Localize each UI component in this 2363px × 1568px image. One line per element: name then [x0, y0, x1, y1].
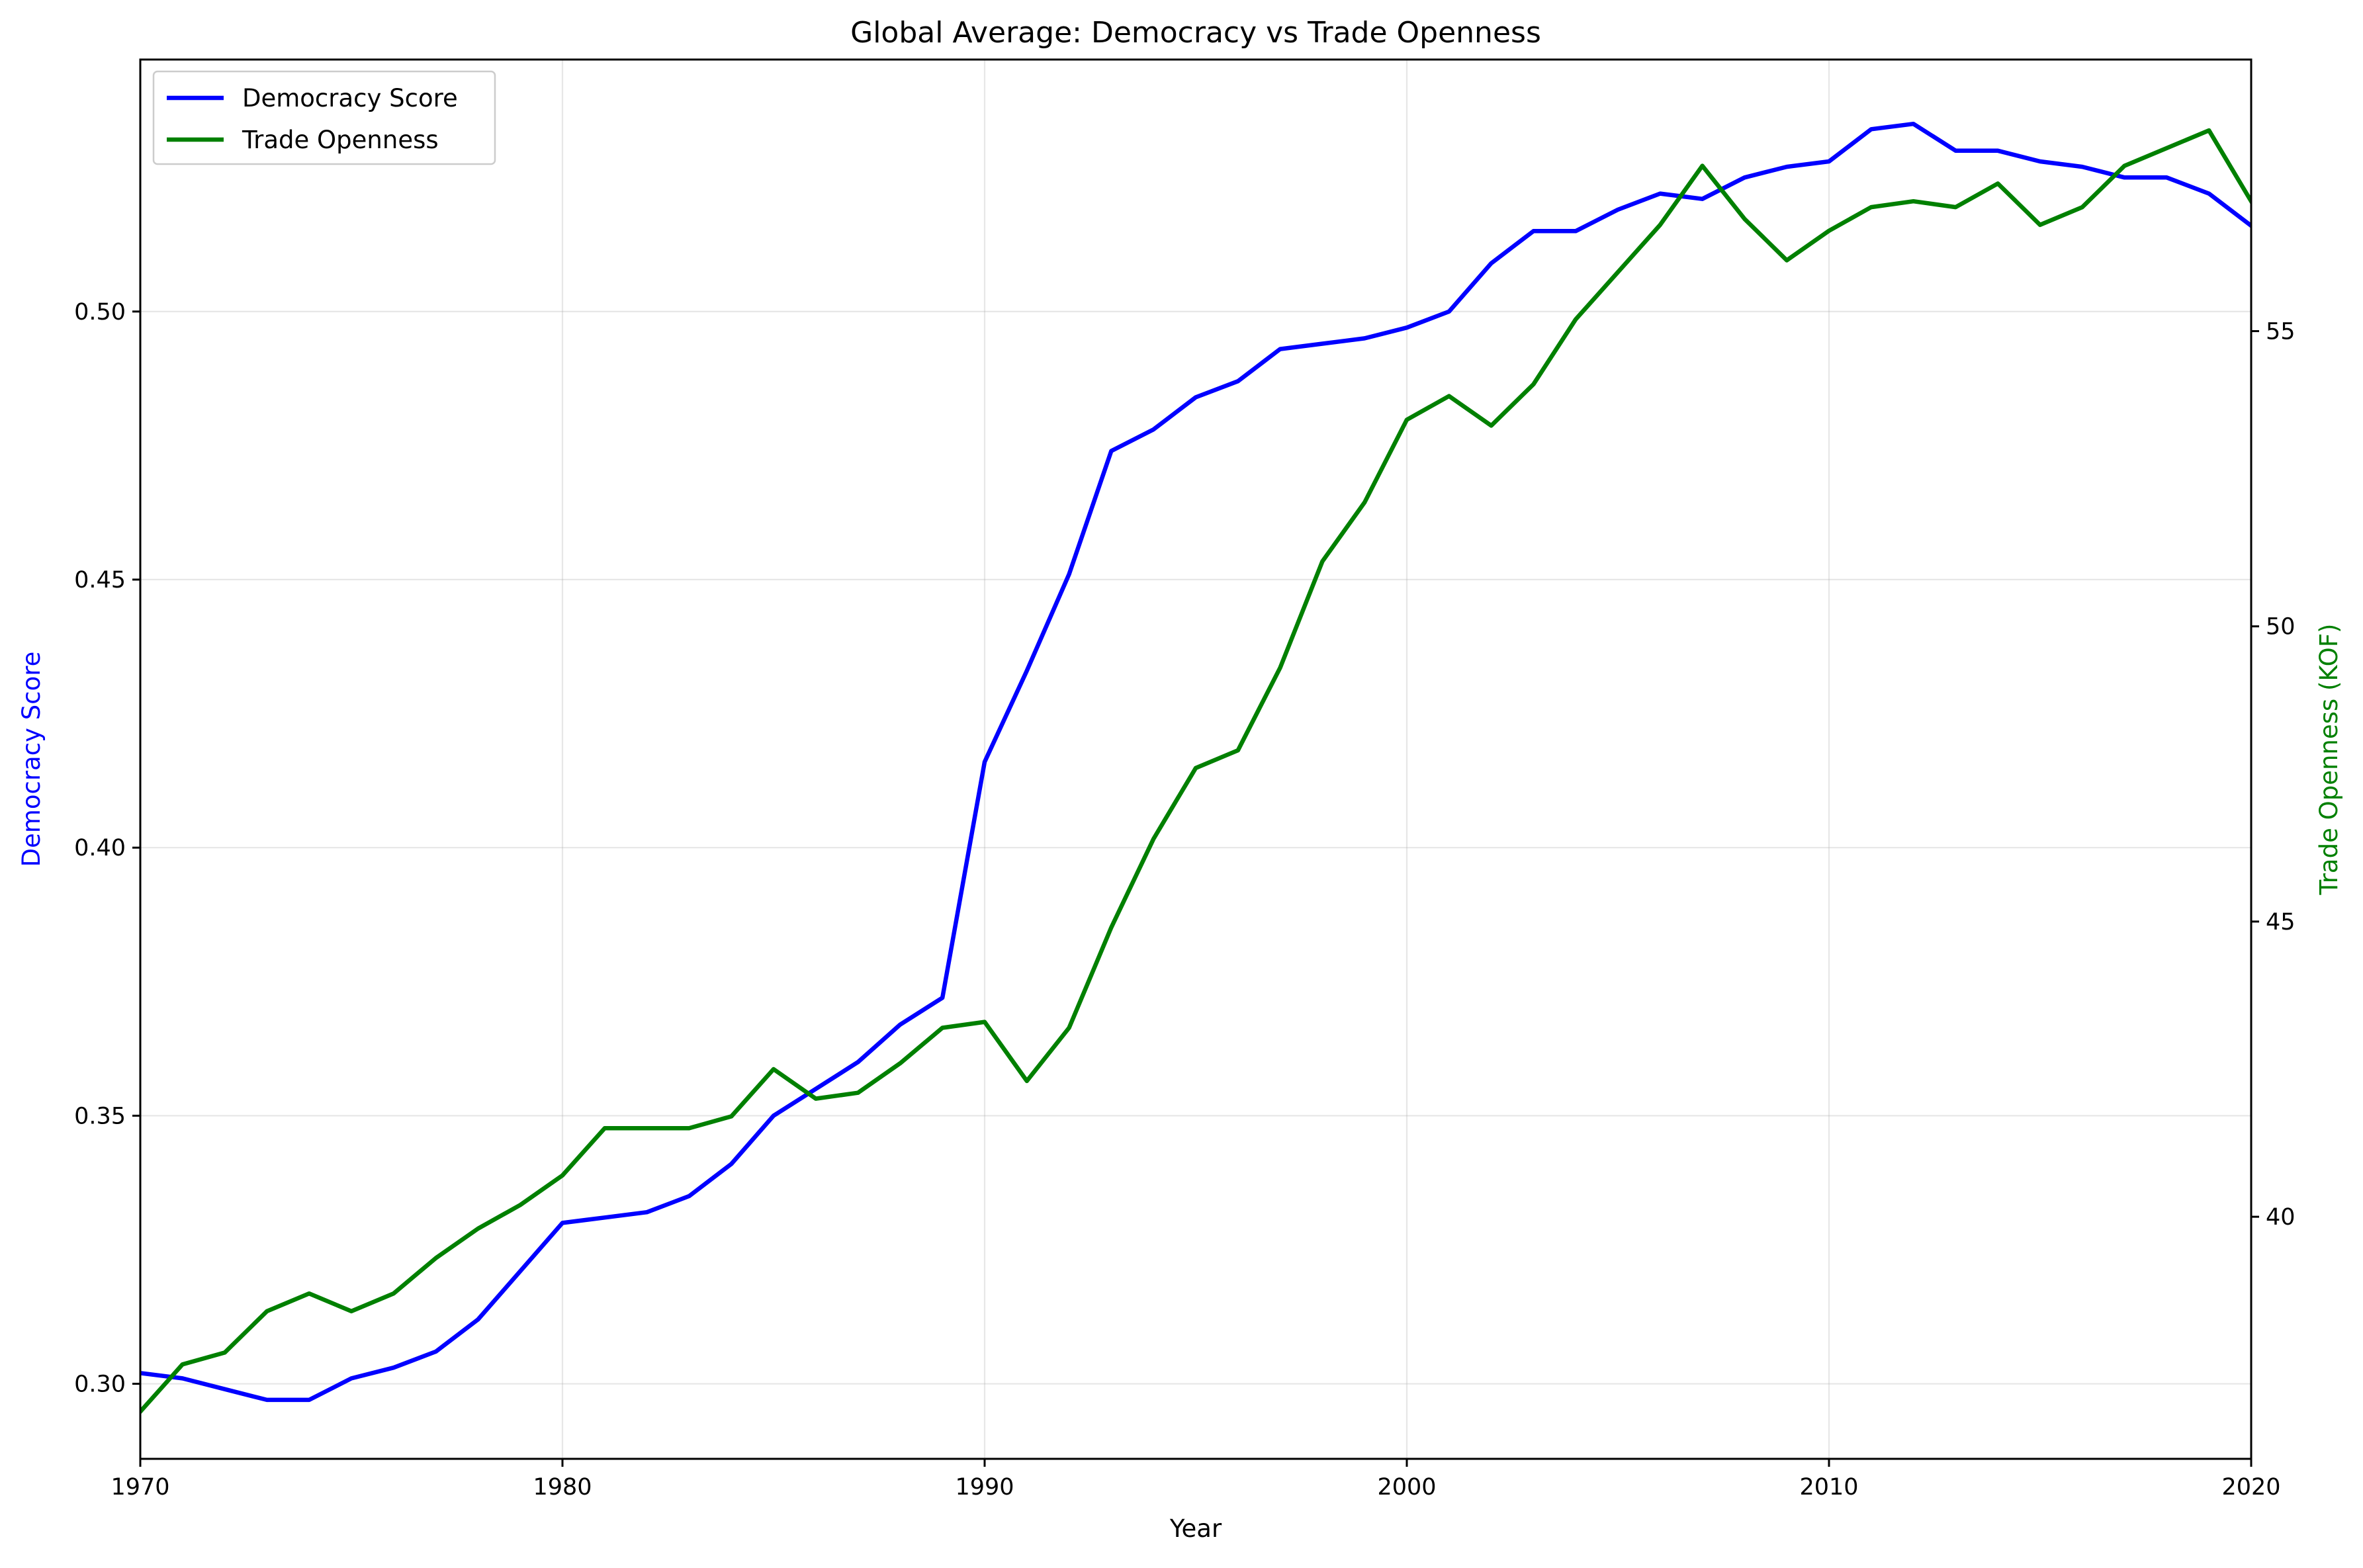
plot-frame [139, 58, 2252, 1460]
y-left-tick-label: 0.40 [74, 835, 126, 861]
ticks: 1970 1980 1990 2000 2010 2020 0.30 0.35 0.40 0.45… [74, 299, 2295, 1501]
y-right-axis-title: Trade Openness (KOF) [2315, 624, 2343, 896]
legend-box [152, 70, 496, 165]
chart-title: Global Average: Democracy vs Trade Openn… [850, 16, 1541, 50]
x-tick-label: 1990 [955, 1474, 1014, 1501]
y-right-tick-label: 40 [2266, 1204, 2296, 1231]
y-left-tick-label: 0.35 [74, 1103, 126, 1129]
legend-label-trade: Trade Openness [242, 126, 439, 154]
x-axis-title: Year [1169, 1514, 1222, 1543]
legend: Democracy Score Trade Openness [152, 70, 496, 165]
y-left-tick-label: 0.50 [74, 299, 126, 326]
series-lines [140, 121, 2251, 1415]
y-right-tick-label: 55 [2266, 319, 2296, 345]
x-tick-label: 2000 [1377, 1474, 1436, 1501]
democracy-score-line [140, 121, 2251, 1403]
y-right-tick-label: 50 [2266, 614, 2296, 640]
x-tick-label: 2010 [1799, 1474, 1858, 1501]
y-right-tick-label: 45 [2266, 909, 2296, 936]
y-left-tick-label: 0.30 [74, 1372, 126, 1398]
trade-openness-line [140, 128, 2251, 1415]
x-tick-label: 1970 [111, 1474, 169, 1501]
y-left-axis-title: Democracy Score [17, 652, 46, 867]
x-tick-label: 2020 [2221, 1474, 2280, 1501]
y-left-tick-label: 0.45 [74, 567, 126, 593]
x-tick-label: 1980 [533, 1474, 592, 1501]
legend-label-democracy: Democracy Score [242, 84, 458, 112]
